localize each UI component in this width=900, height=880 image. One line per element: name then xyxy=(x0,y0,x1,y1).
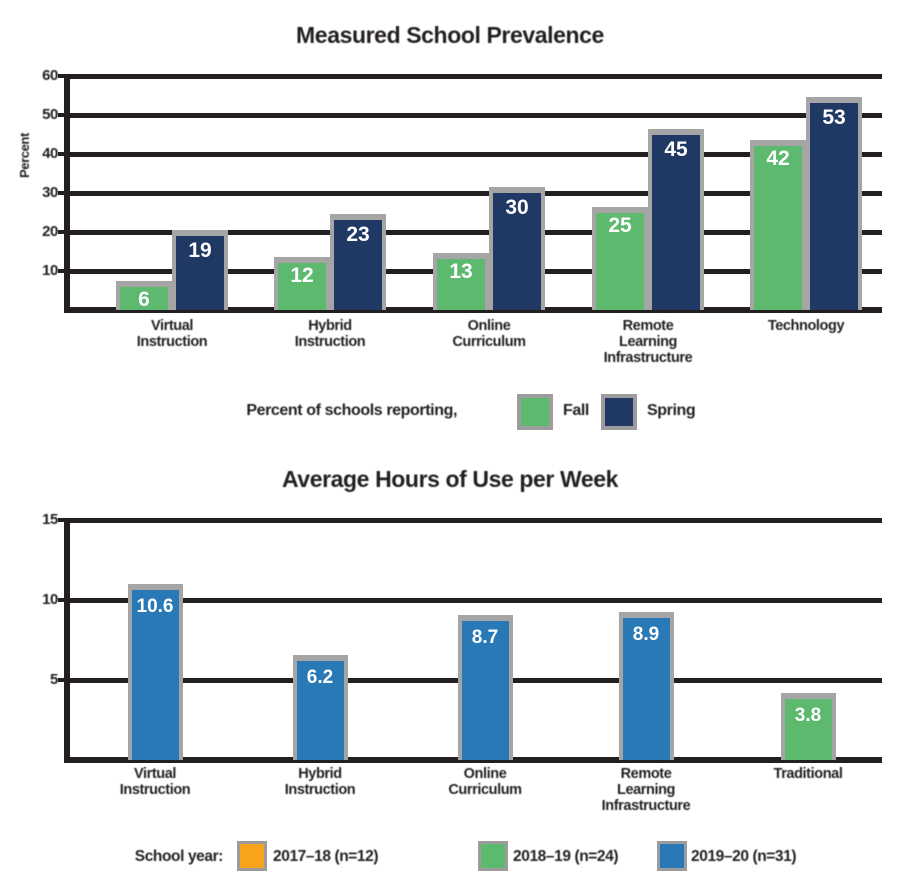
bar-value-label: 19 xyxy=(188,238,212,262)
bar-value-label: 53 xyxy=(822,106,846,130)
bar: 8.7 xyxy=(457,614,513,760)
y-tick-label: 10 xyxy=(42,262,58,279)
y-tick-label: 15 xyxy=(42,511,58,528)
bar-value-label: 30 xyxy=(505,196,529,219)
x-category-label: Remote Learning Infrastructure xyxy=(601,766,691,814)
bar: 6.2 xyxy=(292,654,348,760)
chart2-legend-label-2: 2018–19 (n=24) xyxy=(513,848,619,865)
bar-value-label: 23 xyxy=(346,223,370,247)
y-tick-label: 50 xyxy=(42,106,58,123)
bar: 25 xyxy=(592,206,648,310)
grid-line xyxy=(70,151,882,157)
x-category-label: Online Curriculum xyxy=(452,318,526,350)
bar: 6 xyxy=(116,280,172,311)
chart2-title: Average Hours of Use per Week xyxy=(281,466,619,492)
chart2-legend-intro: School year: xyxy=(134,848,224,865)
axis-tick xyxy=(58,598,68,602)
chart1-legend-label-spring: Spring xyxy=(647,402,696,419)
axis-tick xyxy=(58,191,68,195)
chart2-legend-label-3: 2019–20 (n=31) xyxy=(691,848,797,865)
bar: 30 xyxy=(489,187,545,310)
x-axis-line xyxy=(64,757,882,763)
chart2-legend-swatch-blue xyxy=(657,841,687,871)
x-category-label: Technology xyxy=(767,318,845,334)
bar-value-label: 6 xyxy=(138,287,150,311)
grid-line xyxy=(70,112,882,118)
x-axis-line xyxy=(64,307,882,313)
x-category-label: Remote Learning Infrastructure xyxy=(603,318,693,366)
x-category-label: Virtual Instruction xyxy=(119,766,191,798)
bar: 45 xyxy=(648,128,704,310)
grid-line xyxy=(70,517,882,523)
bar-value-label: 13 xyxy=(449,260,473,284)
bar-value-label: 10.6 xyxy=(136,596,174,618)
y-axis-line xyxy=(64,517,70,763)
x-category-label: Hybrid Instruction xyxy=(284,766,356,798)
y-axis-line xyxy=(64,73,70,313)
x-category-label: Hybrid Instruction xyxy=(294,318,366,350)
bar: 13 xyxy=(433,253,489,310)
bar: 23 xyxy=(330,214,386,310)
bar: 42 xyxy=(750,140,806,310)
chart1-legend-intro: Percent of schools reporting, xyxy=(246,402,457,419)
bar: 8.9 xyxy=(618,611,674,760)
y-tick-label: 40 xyxy=(42,145,58,162)
bar: 10.6 xyxy=(127,584,183,760)
grid-line xyxy=(70,73,882,79)
y-tick-label: 10 xyxy=(42,591,58,608)
x-category-label: Virtual Instruction xyxy=(136,318,208,350)
chart1-legend-swatch-navy xyxy=(601,394,637,430)
bar-value-label: 45 xyxy=(664,137,688,161)
x-category-label: Traditional xyxy=(773,766,843,782)
y-tick-label: 5 xyxy=(50,671,58,688)
chart1-title: Measured School Prevalence xyxy=(296,22,604,48)
bar: 19 xyxy=(172,229,228,310)
bar: 3.8 xyxy=(780,693,836,760)
bar-value-label: 8.9 xyxy=(632,623,660,645)
bar: 12 xyxy=(274,257,330,310)
bar-value-label: 25 xyxy=(608,213,632,237)
axis-tick xyxy=(58,74,68,78)
axis-tick xyxy=(58,152,68,156)
bar-value-label: 12 xyxy=(290,264,314,288)
axis-tick xyxy=(58,113,68,117)
grid-line xyxy=(70,190,882,196)
axis-tick xyxy=(58,230,68,234)
axis-tick xyxy=(58,678,68,682)
y-tick-label: 30 xyxy=(42,184,58,201)
bar: 53 xyxy=(806,97,862,310)
x-category-label: Online Curriculum xyxy=(448,766,522,798)
chart2-legend-swatch-green xyxy=(478,841,508,871)
chart2-legend-swatch-orange xyxy=(237,841,267,871)
chart2-legend-label-1: 2017–18 (n=12) xyxy=(273,848,379,865)
chart1-legend-label-fall: Fall xyxy=(563,402,589,419)
axis-tick xyxy=(58,518,68,522)
grid-line xyxy=(70,597,882,603)
bar-value-label: 42 xyxy=(766,147,790,171)
bar-value-label: 8.7 xyxy=(471,626,499,648)
axis-tick xyxy=(58,269,68,273)
grid-line xyxy=(70,229,882,235)
bar-value-label: 3.8 xyxy=(794,705,822,727)
bar-value-label: 6.2 xyxy=(306,666,334,688)
chart1-legend-swatch-green xyxy=(517,394,553,430)
y-tick-label: 60 xyxy=(42,67,58,84)
y-tick-label: 20 xyxy=(42,223,58,240)
